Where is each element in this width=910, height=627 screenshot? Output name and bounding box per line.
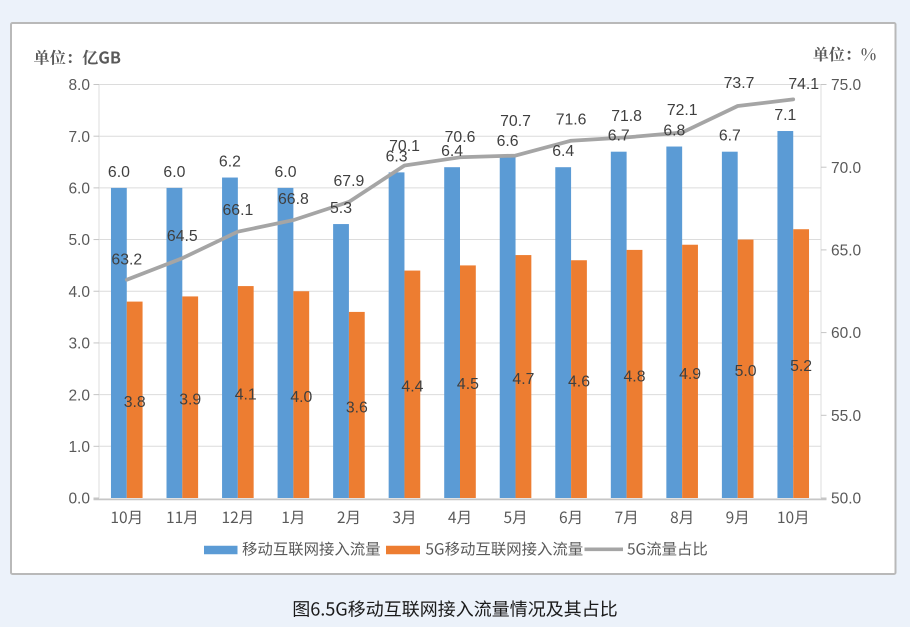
svg-text:5.2: 5.2 <box>790 358 812 375</box>
svg-text:6.6: 6.6 <box>497 133 519 150</box>
svg-text:55.0: 55.0 <box>831 408 862 425</box>
svg-text:6.2: 6.2 <box>219 154 241 171</box>
svg-text:74.1: 74.1 <box>788 76 819 93</box>
svg-text:4.0: 4.0 <box>68 284 90 301</box>
svg-text:70.7: 70.7 <box>500 113 531 130</box>
svg-text:4.1: 4.1 <box>235 387 257 404</box>
svg-text:65.0: 65.0 <box>831 243 862 260</box>
svg-text:75.0: 75.0 <box>831 77 862 94</box>
svg-text:1.0: 1.0 <box>68 439 90 456</box>
svg-text:4.9: 4.9 <box>679 366 701 383</box>
svg-text:4.6: 4.6 <box>568 374 590 391</box>
svg-text:60.0: 60.0 <box>831 325 862 342</box>
svg-text:73.7: 73.7 <box>724 75 755 92</box>
svg-text:6.0: 6.0 <box>163 164 185 181</box>
svg-text:3.8: 3.8 <box>124 394 146 411</box>
svg-text:0.0: 0.0 <box>68 491 90 508</box>
svg-text:6.7: 6.7 <box>608 128 630 145</box>
svg-text:5.0: 5.0 <box>735 363 757 380</box>
svg-text:4.7: 4.7 <box>512 371 534 388</box>
svg-text:71.6: 71.6 <box>556 112 587 129</box>
svg-text:5.0: 5.0 <box>68 232 90 249</box>
svg-text:6.0: 6.0 <box>108 164 130 181</box>
svg-text:66.1: 66.1 <box>223 202 254 219</box>
svg-text:66.8: 66.8 <box>278 191 309 208</box>
svg-text:64.5: 64.5 <box>167 228 198 245</box>
svg-text:4.5: 4.5 <box>457 376 479 393</box>
svg-text:3.0: 3.0 <box>68 336 90 353</box>
svg-text:6.3: 6.3 <box>386 148 408 165</box>
svg-text:72.1: 72.1 <box>667 102 698 119</box>
svg-text:6.0: 6.0 <box>68 181 90 198</box>
svg-text:4.8: 4.8 <box>624 368 646 385</box>
svg-text:6.7: 6.7 <box>719 128 741 145</box>
svg-text:4.4: 4.4 <box>401 379 423 396</box>
svg-text:50.0: 50.0 <box>831 491 862 508</box>
svg-text:6.0: 6.0 <box>275 164 297 181</box>
svg-text:70.1: 70.1 <box>389 138 420 155</box>
svg-text:63.2: 63.2 <box>111 251 142 268</box>
svg-text:8.0: 8.0 <box>68 77 90 94</box>
svg-text:3.9: 3.9 <box>179 392 201 409</box>
svg-text:2.0: 2.0 <box>68 387 90 404</box>
svg-text:4.0: 4.0 <box>290 389 312 406</box>
svg-text:6.8: 6.8 <box>663 123 685 140</box>
svg-text:7.1: 7.1 <box>774 107 796 124</box>
svg-text:3.6: 3.6 <box>346 399 368 416</box>
svg-text:67.9: 67.9 <box>334 173 365 190</box>
svg-text:70.6: 70.6 <box>445 129 476 146</box>
svg-text:70.0: 70.0 <box>831 160 862 177</box>
svg-text:7.0: 7.0 <box>68 129 90 146</box>
svg-text:71.8: 71.8 <box>611 108 642 125</box>
svg-text:6.4: 6.4 <box>552 143 574 160</box>
svg-text:6.4: 6.4 <box>441 143 463 160</box>
svg-text:5.3: 5.3 <box>330 200 352 217</box>
